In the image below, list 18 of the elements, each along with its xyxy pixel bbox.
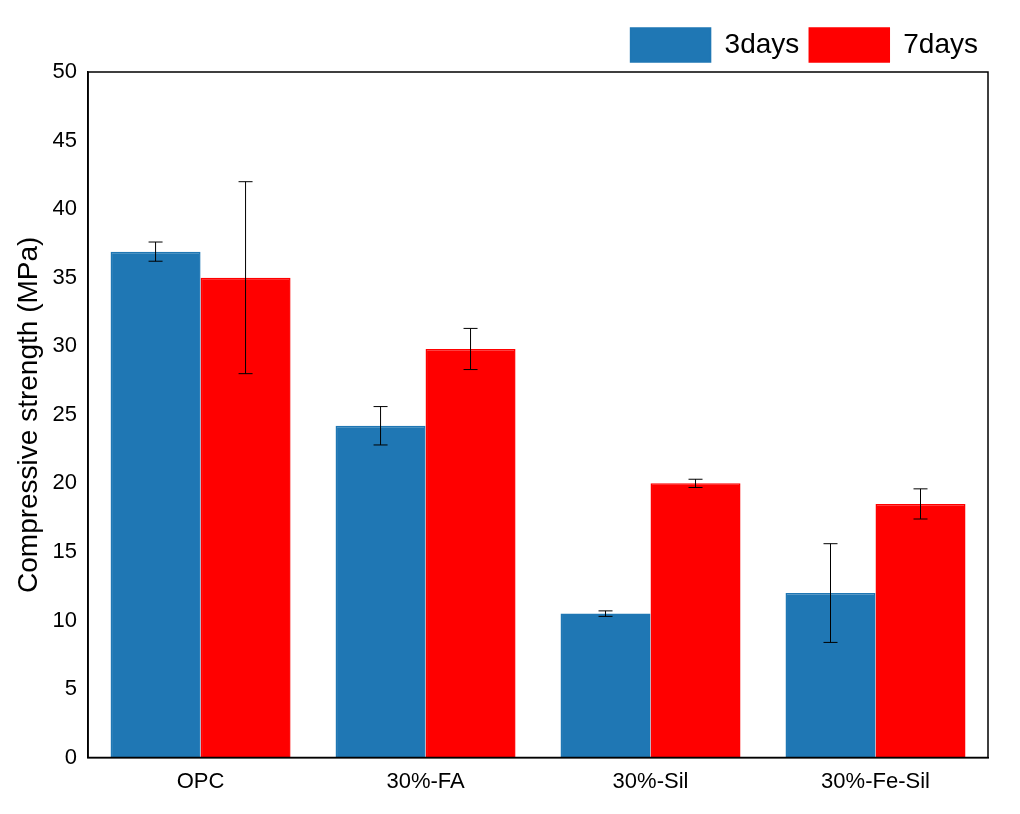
y-tick-label: 10 [52,606,78,632]
legend-label: 7days [903,27,978,59]
y-tick-label: 45 [52,126,78,152]
y-tick-label: 0 [64,743,78,769]
y-tick-label: 30 [52,332,78,358]
legend-label: 3days [724,27,800,59]
x-tick-label: 30%-Fe-Sil [821,767,930,793]
y-tick-label: 35 [52,263,78,289]
y-tick-label: 5 [64,675,78,701]
y-tick-label: 50 [52,58,78,84]
x-tick-label: 30%-Sil [612,767,689,793]
y-tick-label: 40 [52,195,78,221]
y-tick-label: 15 [52,537,78,563]
x-tick-label: OPC [176,767,225,793]
y-tick-label: 25 [52,400,78,426]
y-tick-label: 20 [52,469,78,495]
x-tick-label: 30%-FA [386,767,465,793]
y-axis-title: Compressive strength (MPa) [11,236,43,593]
